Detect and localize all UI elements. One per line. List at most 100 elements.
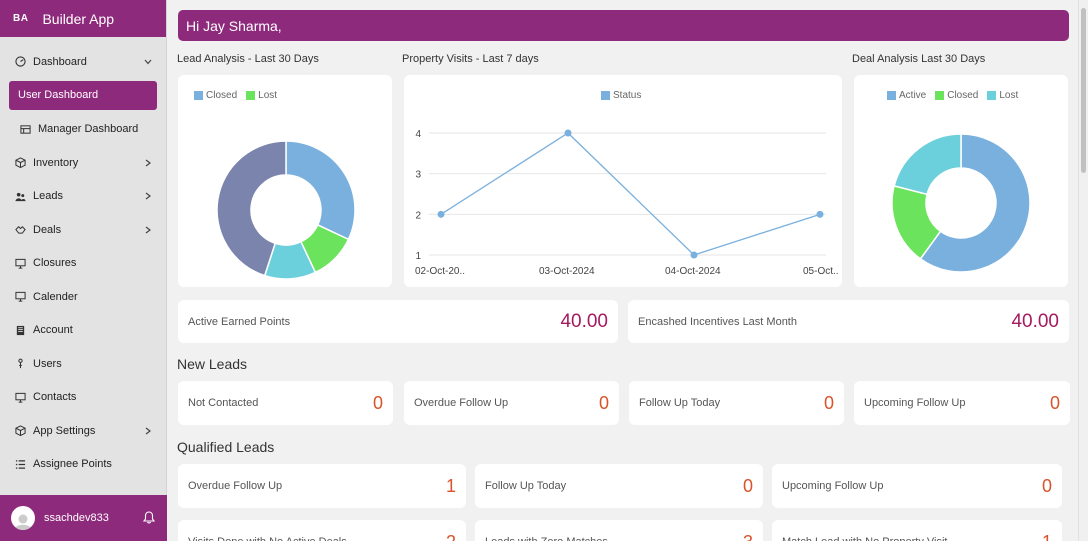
active-earned-points-card[interactable]: Active Earned Points 40.00 — [178, 300, 618, 343]
avatar[interactable] — [11, 506, 35, 530]
legend-label: Lost — [999, 90, 1019, 101]
stat-value: 40.00 — [1011, 310, 1059, 332]
stat-card-overdue-follow-up[interactable]: Overdue Follow Up 0 — [404, 381, 619, 425]
chevron-right-icon — [145, 159, 151, 167]
sidebar-item-closures[interactable]: Closures — [0, 247, 166, 281]
stat-card-visits-done-with-no-active-deals[interactable]: Visits Done with No Active Deals 2 — [178, 520, 466, 541]
lead-analysis-donut — [216, 140, 356, 280]
stat-value: 2 — [446, 532, 456, 541]
user-bar[interactable]: ssachdev833 — [0, 495, 167, 541]
dashboard-icon — [14, 56, 26, 68]
account-icon — [14, 324, 26, 336]
sidebar-item-label: Users — [33, 357, 62, 370]
stat-value: 40.00 — [560, 310, 608, 332]
sidebar-item-calender[interactable]: Calender — [0, 280, 166, 314]
y-tick-label: 1 — [415, 251, 421, 262]
stat-label: Upcoming Follow Up — [864, 397, 966, 409]
legend-label: Lost — [258, 90, 278, 101]
sidebar-item-label: Calender — [33, 290, 78, 303]
donut-slice[interactable] — [285, 140, 356, 241]
sidebar: BA Builder App Dashboard User Dashboard Ma… — [0, 0, 167, 541]
sidebar-item-user-dashboard[interactable]: User Dashboard — [9, 80, 157, 110]
sidebar-item-assignee-points[interactable]: Assignee Points — [0, 448, 166, 482]
deal-analysis-legend[interactable]: Active Closed Lost — [887, 90, 1027, 101]
user-name: ssachdev833 — [44, 512, 109, 524]
greeting-banner: Hi Jay Sharma, — [178, 10, 1069, 41]
bell-icon[interactable] — [143, 511, 155, 524]
y-tick-label: 2 — [415, 210, 421, 221]
sidebar-item-label: Leads — [33, 190, 63, 203]
x-tick-label: 04-Oct-2024 — [665, 266, 721, 277]
legend-item-active[interactable]: Active — [887, 90, 926, 101]
page-scrollbar[interactable] — [1078, 0, 1088, 541]
stat-label: Upcoming Follow Up — [782, 480, 884, 492]
donut-slice[interactable] — [216, 140, 287, 277]
data-point[interactable] — [437, 210, 445, 218]
sidebar-item-label: Manager Dashboard — [38, 123, 139, 136]
sidebar-item-leads[interactable]: Leads — [0, 180, 166, 214]
lead-analysis-card: Closed Lost — [178, 75, 392, 287]
box-icon — [14, 157, 26, 169]
app-brand[interactable]: BA Builder App — [0, 0, 166, 37]
stat-card-upcoming-follow-up[interactable]: Upcoming Follow Up 0 — [854, 381, 1070, 425]
stat-label: Not Contacted — [188, 397, 259, 409]
sidebar-item-label: Contacts — [33, 391, 77, 404]
sidebar-item-label: Assignee Points — [33, 458, 112, 471]
sidebar-item-label: User Dashboard — [18, 89, 99, 101]
legend-item-closed[interactable]: Closed — [194, 90, 237, 101]
series-line-status — [440, 132, 821, 256]
stat-value: 3 — [743, 532, 753, 541]
legend-item-closed[interactable]: Closed — [935, 90, 978, 101]
sidebar-item-contacts[interactable]: Contacts — [0, 381, 166, 415]
donut-slice[interactable] — [919, 133, 1031, 273]
sidebar-item-label: Inventory — [33, 156, 79, 169]
stat-label: Match Lead with No Property Visit — [782, 536, 947, 541]
sidebar-item-account[interactable]: Account — [0, 314, 166, 348]
deal-analysis-donut — [891, 133, 1031, 273]
sidebar-item-label: Closures — [33, 257, 77, 270]
users-icon — [14, 190, 26, 202]
stat-card-follow-up-today[interactable]: Follow Up Today 0 — [475, 464, 763, 508]
sidebar-item-users[interactable]: Users — [0, 347, 166, 381]
data-point[interactable] — [690, 251, 698, 259]
property-visits-legend[interactable]: Status — [601, 90, 650, 101]
stat-value: 0 — [1049, 392, 1060, 413]
sidebar-item-dashboard[interactable]: Dashboard — [0, 45, 166, 79]
stat-card-overdue-follow-up[interactable]: Overdue Follow Up 1 — [178, 464, 466, 508]
legend-item-lost[interactable]: Lost — [987, 90, 1018, 101]
stat-value: 1 — [445, 475, 456, 496]
encashed-incentives-card[interactable]: Encashed Incentives Last Month 40.00 — [628, 300, 1069, 343]
legend-item-status[interactable]: Status — [601, 90, 641, 101]
donut-slice[interactable] — [893, 133, 962, 196]
stat-card-upcoming-follow-up[interactable]: Upcoming Follow Up 0 — [772, 464, 1062, 508]
chevron-right-icon — [145, 192, 151, 200]
stat-card-match-lead-with-no-property-visit[interactable]: Match Lead with No Property Visit 1 — [772, 520, 1062, 541]
settings-icon — [14, 425, 26, 437]
app-name: Builder App — [42, 10, 115, 27]
sidebar-item-label: Dashboard — [33, 55, 87, 68]
lead-analysis-legend[interactable]: Closed Lost — [194, 90, 286, 101]
sidebar-item-app-settings[interactable]: App Settings — [0, 414, 166, 448]
stat-card-not-contacted[interactable]: Not Contacted 0 — [178, 381, 393, 425]
data-point[interactable] — [816, 210, 824, 218]
data-point[interactable] — [564, 129, 572, 137]
legend-item-lost[interactable]: Lost — [246, 90, 277, 101]
property-visits-title: Property Visits - Last 7 days — [402, 53, 539, 65]
stat-card-leads-with-zero-matches[interactable]: Leads with Zero Matches 3 — [475, 520, 763, 541]
property-visits-line-chart: 1 2 3 4 02-Oct-20.. 03-Oct-2024 04-Oct-2024 05-… — [415, 129, 839, 277]
legend-swatch — [194, 91, 203, 100]
sidebar-item-label: Deals — [33, 223, 62, 236]
list-icon — [14, 458, 26, 470]
stat-card-follow-up-today[interactable]: Follow Up Today 0 — [629, 381, 844, 425]
sidebar-item-inventory[interactable]: Inventory — [0, 146, 166, 180]
scrollbar-thumb[interactable] — [1081, 8, 1086, 173]
main-content: Hi Jay Sharma, Lead Analysis - Last 30 D… — [168, 0, 1078, 541]
deal-analysis-card: Active Closed Lost — [854, 75, 1068, 287]
legend-label: Closed — [206, 90, 238, 101]
stat-value: 0 — [598, 392, 609, 413]
sidebar-item-deals[interactable]: Deals — [0, 213, 166, 247]
legend-swatch — [887, 91, 896, 100]
stat-value: 0 — [1041, 475, 1052, 496]
sidebar-nav: Dashboard User Dashboard Manager Dashboard… — [0, 37, 166, 481]
sidebar-item-manager-dashboard[interactable]: Manager Dashboard — [0, 113, 166, 147]
